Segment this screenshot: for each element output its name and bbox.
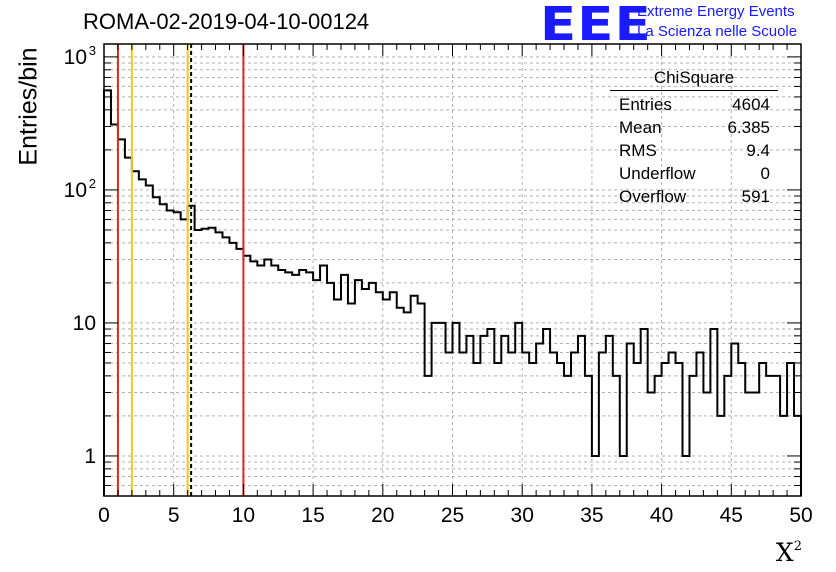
x-tick-label: 30 <box>511 504 534 527</box>
stats-box-title: ChiSquare <box>610 68 778 91</box>
y-tick-label: 10 <box>73 312 96 335</box>
x-tick-label: 40 <box>650 504 673 527</box>
stats-label: RMS <box>619 141 657 160</box>
y-tick-label-sup: 3 <box>89 43 96 58</box>
x-tick-label: 20 <box>371 504 394 527</box>
stats-value: 0 <box>760 164 770 183</box>
y-tick-label-sup: 2 <box>89 176 96 191</box>
x-tick-label: 5 <box>168 504 180 527</box>
x-tick-label: 50 <box>789 504 812 527</box>
org-name-line1: Extreme Energy Events <box>637 3 795 20</box>
x-tick-label: 10 <box>232 504 255 527</box>
stats-value: 591 <box>741 187 770 206</box>
histogram-series <box>103 89 802 496</box>
x-tick-label: 0 <box>98 504 110 527</box>
x-tick-label: 35 <box>580 504 603 527</box>
stats-row-rms: RMS 9.4 <box>610 139 778 162</box>
stats-value: 6.385 <box>727 118 770 137</box>
stats-value: 9.4 <box>746 141 770 160</box>
x-tick-label: 15 <box>301 504 324 527</box>
stats-value: 4604 <box>732 95 770 114</box>
y-tick-label: 10 <box>64 46 87 69</box>
stats-label: Overflow <box>619 187 687 206</box>
stats-row-mean: Mean 6.385 <box>610 116 778 139</box>
y-tick-label: 10 <box>64 179 87 202</box>
chart-title: ROMA-02-2019-04-10-00124 <box>83 9 370 34</box>
org-name-line2: La Scienza nelle Scuole <box>637 23 798 40</box>
stats-row-underflow: Underflow 0 <box>610 162 778 185</box>
stats-label: Underflow <box>619 164 696 183</box>
y-axis-label: Entries/bin <box>14 47 43 166</box>
x-axis-label: X2 <box>776 538 802 567</box>
stats-row-overflow: Overflow 591 <box>610 185 778 208</box>
stats-label: Mean <box>619 118 662 137</box>
x-axis-label-sup: 2 <box>793 538 802 554</box>
stats-label: Entries <box>619 95 672 114</box>
x-axis-label-base: X <box>775 538 794 567</box>
grid-lines <box>104 44 801 496</box>
x-tick-label: 25 <box>441 504 464 527</box>
eee-logo: EEE <box>540 0 652 51</box>
stats-row-entries: Entries 4604 <box>610 93 778 116</box>
stats-box: ChiSquare Entries 4604 Mean 6.385 RMS 9.4 U… <box>610 68 778 208</box>
y-tick-label: 1 <box>84 445 96 468</box>
x-tick-label: 45 <box>720 504 743 527</box>
